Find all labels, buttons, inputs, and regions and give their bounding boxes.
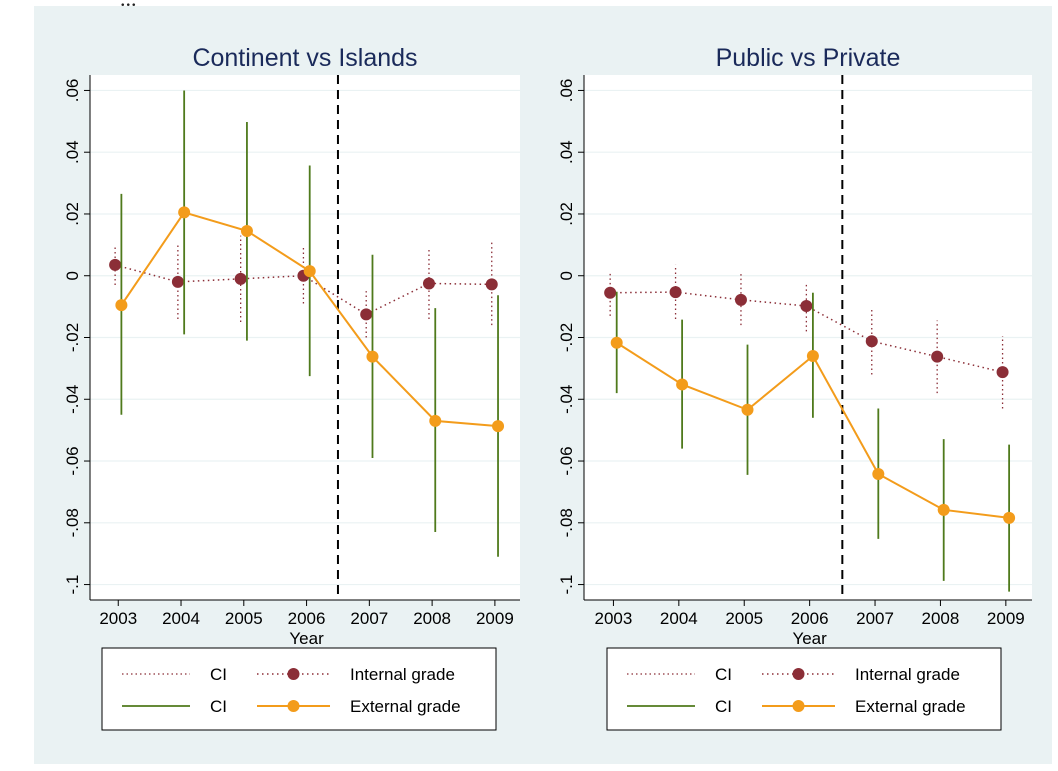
x-tick-label: 2009 — [987, 609, 1025, 628]
internal-grade-point — [996, 366, 1009, 379]
internal-grade-point — [865, 335, 878, 348]
y-tick-label: -.1 — [63, 575, 82, 595]
y-tick-label: .06 — [63, 79, 82, 103]
x-tick-label: 2004 — [660, 609, 698, 628]
y-tick-label: .02 — [63, 202, 82, 226]
y-tick-label: -.06 — [557, 446, 576, 475]
legend-marker-internal — [287, 668, 300, 680]
external-grade-point — [429, 414, 442, 427]
y-tick-label: -.04 — [63, 385, 82, 414]
y-tick-label: -.02 — [63, 323, 82, 352]
external-grade-point — [303, 265, 316, 278]
y-tick-label: -.02 — [557, 323, 576, 352]
y-tick-label: .02 — [557, 202, 576, 226]
internal-grade-point — [109, 258, 122, 271]
chart-panel-1: Continent vs Islands .06 .04 .02 0 -.02 -.04 -.… — [63, 44, 520, 731]
internal-grade-point — [669, 286, 682, 299]
legend-marker-internal — [792, 668, 805, 680]
legend-marker-external — [287, 700, 300, 712]
internal-grade-point — [734, 293, 747, 306]
internal-grade-point — [360, 308, 373, 321]
y-tick-label: .04 — [63, 140, 82, 164]
y-tick-label: -.1 — [557, 575, 576, 595]
x-tick-label: 2006 — [791, 609, 829, 628]
internal-grade-point — [931, 350, 944, 363]
header-snippet: ... — [120, 0, 137, 12]
legend: CI Internal grade CI External grade — [606, 647, 1002, 731]
external-grade-point — [610, 336, 623, 349]
legend-label: CI — [715, 665, 732, 684]
x-tick-label: 2009 — [476, 609, 514, 628]
external-grade-point — [741, 403, 754, 416]
internal-grade-point — [800, 300, 813, 312]
y-tick-label: -.08 — [63, 508, 82, 537]
external-grade-point — [178, 206, 191, 219]
external-grade-point — [937, 503, 950, 516]
x-tick-label: 2005 — [225, 609, 263, 628]
external-grade-point — [115, 299, 128, 312]
x-tick-label: 2005 — [725, 609, 763, 628]
legend-label: CI — [210, 665, 227, 684]
x-axis-label: Year — [792, 629, 827, 648]
x-tick-label: 2008 — [922, 609, 960, 628]
legend-label: External grade — [855, 697, 966, 716]
internal-grade-point — [171, 275, 184, 288]
external-grade-point — [806, 350, 819, 363]
x-tick-label: 2007 — [350, 609, 388, 628]
x-tick-label: 2004 — [162, 609, 200, 628]
external-grade-point — [1003, 511, 1016, 524]
x-tick-label: 2006 — [288, 609, 326, 628]
legend-label: Internal grade — [350, 665, 455, 684]
y-tick-label: 0 — [63, 271, 82, 280]
y-tick-label: .04 — [557, 140, 576, 164]
legend: CI Internal grade CI External grade — [101, 647, 497, 731]
y-tick-label: -.06 — [63, 446, 82, 475]
legend-label: CI — [210, 697, 227, 716]
x-axis-label: Year — [289, 629, 324, 648]
external-grade-point — [492, 420, 505, 433]
x-tick-label: 2007 — [856, 609, 894, 628]
chart-title: Public vs Private — [716, 44, 901, 72]
x-tick-label: 2003 — [595, 609, 633, 628]
external-grade-point — [240, 224, 253, 237]
legend-label: Internal grade — [855, 665, 960, 684]
legend-box — [101, 647, 497, 731]
y-tick-label: -.08 — [557, 508, 576, 537]
internal-grade-point — [485, 278, 498, 291]
y-tick-label: -.04 — [557, 385, 576, 414]
x-tick-label: 2008 — [413, 609, 451, 628]
legend-box — [606, 647, 1002, 731]
external-grade-point — [366, 350, 379, 363]
chart-panel-2: Public vs Private .06 .04 .02 0 -.02 -.04 -.06 -… — [557, 44, 1032, 731]
x-tick-label: 2003 — [99, 609, 137, 628]
external-grade-point — [676, 378, 689, 391]
external-grade-point — [872, 468, 885, 480]
legend-marker-external — [792, 700, 805, 712]
chart-title: Continent vs Islands — [192, 44, 417, 72]
y-tick-label: .06 — [557, 79, 576, 103]
internal-grade-point — [234, 272, 247, 285]
internal-grade-point — [422, 277, 435, 290]
y-tick-label: 0 — [557, 271, 576, 280]
internal-grade-point — [604, 286, 617, 299]
legend-label: External grade — [350, 697, 461, 716]
legend-label: CI — [715, 697, 732, 716]
